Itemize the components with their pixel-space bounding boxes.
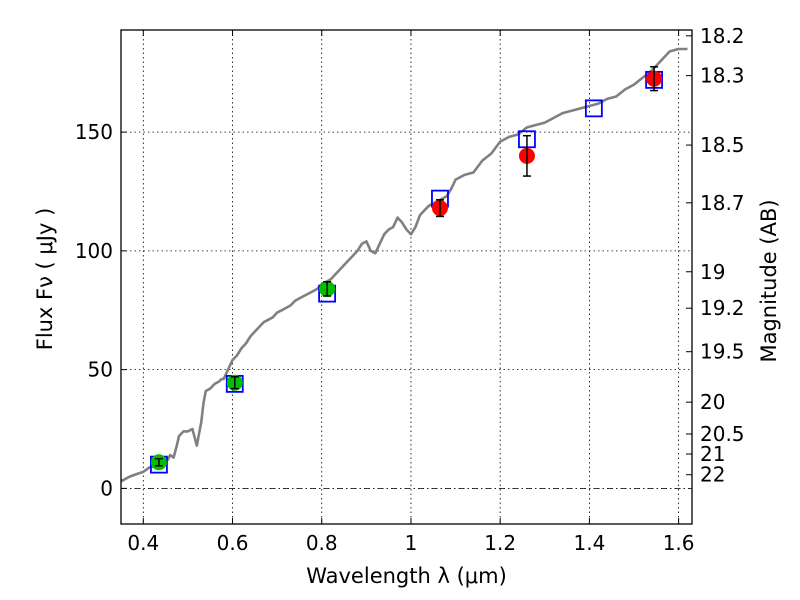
y2-tick-label: 22 (700, 463, 725, 487)
y-tick-label: 100 (75, 239, 113, 263)
x-tick-label: 1.2 (484, 531, 516, 555)
y2-tick-label: 18.3 (700, 64, 745, 88)
spectrum-line (120, 47, 688, 483)
y2-tick-label: 18.2 (700, 24, 745, 48)
x-axis-label: Wavelength λ (μm) (306, 564, 507, 588)
y2-tick-label: 18.5 (700, 133, 745, 157)
y2-tick-label: 19.2 (700, 296, 745, 320)
x-tick-label: 0.8 (306, 531, 338, 555)
x-tick-label: 1.6 (663, 531, 695, 555)
y-axis-label: Flux Fν ( μJy ) (33, 208, 57, 351)
y2-tick-label: 18.7 (700, 191, 745, 215)
photometry-layer (150, 66, 663, 474)
y2-tick-label: 20.5 (700, 422, 745, 446)
plot-frame (120, 29, 693, 525)
x-tick-label: 1 (405, 531, 418, 555)
y-tick-label: 50 (88, 358, 113, 382)
y2-tick-label: 20 (700, 390, 725, 414)
x-tick-label: 0.6 (217, 531, 249, 555)
y2-axis-label: Magnitude (AB) (757, 199, 781, 362)
model-flux-square (584, 99, 603, 118)
x-tick-label: 1.4 (573, 531, 605, 555)
y2-tick-label: 21 (700, 442, 725, 466)
x-tick-label: 0.4 (127, 531, 159, 555)
y-tick-label: 0 (100, 476, 113, 500)
grid-lines (121, 30, 692, 524)
y2-tick-label: 19 (700, 260, 725, 284)
y2-tick-label: 19.5 (700, 340, 745, 364)
spectrum-layer (120, 47, 688, 483)
axis-ticks: 0.4 0.6 0.8 1 1.2 1.4 1.6 0 50 100 150 18.2 18.3 18.5… (75, 24, 745, 555)
y-tick-label: 150 (75, 120, 113, 144)
